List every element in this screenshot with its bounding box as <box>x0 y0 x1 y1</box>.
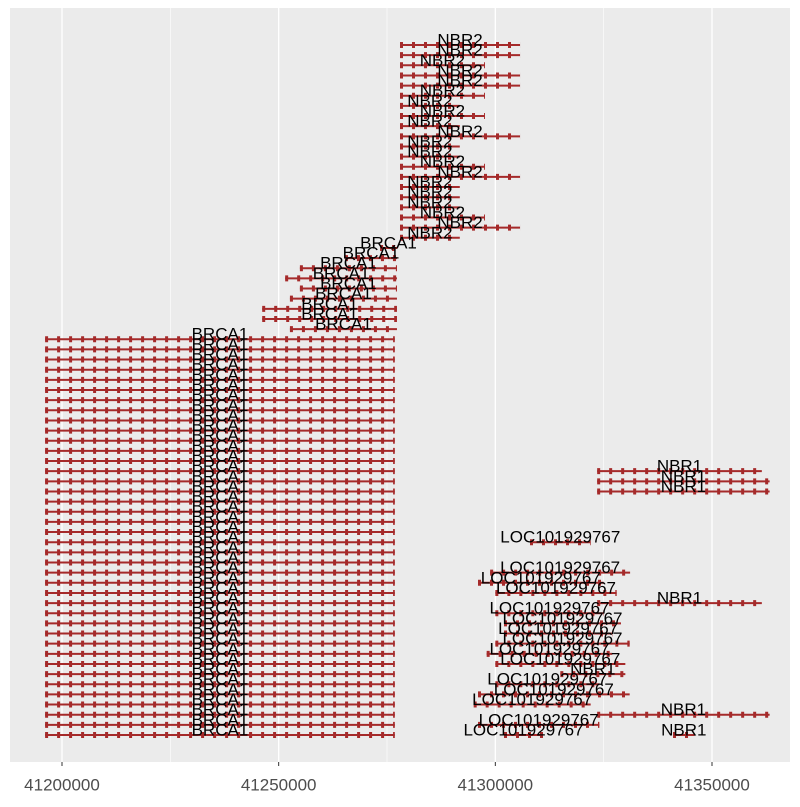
panel <box>10 8 790 762</box>
gene-label: LOC101929767 <box>463 720 583 739</box>
x-tick-label: 41350000 <box>674 775 750 794</box>
gene-label: LOC101929767 <box>500 528 620 547</box>
gene-label: BRCA1 <box>192 345 249 364</box>
gene-label: BRCA1 <box>192 538 249 557</box>
gene-label: LOC101929767 <box>496 578 616 597</box>
gene-label: NBR2 <box>407 173 452 192</box>
gene-label: BRCA1 <box>192 589 249 608</box>
gene-label: BRCA1 <box>320 254 377 273</box>
gene-label: NBR2 <box>407 183 452 202</box>
gene-label: NBR1 <box>661 477 706 496</box>
gene-label: BRCA1 <box>192 497 249 516</box>
gene-label: NBR2 <box>437 71 482 90</box>
gene-label: LOC101929767 <box>489 599 609 618</box>
gene-label: BRCA1 <box>192 528 249 547</box>
gene-label: BRCA1 <box>313 264 370 283</box>
gene-label: NBR2 <box>420 81 465 100</box>
gene-label: NBR2 <box>437 41 482 60</box>
gene-label: LOC101929767 <box>502 629 622 648</box>
gene-label: NBR1 <box>570 660 615 679</box>
gene-label: BRCA1 <box>315 284 372 303</box>
gene-label: LOC101929767 <box>481 568 601 587</box>
gene-label: BRCA1 <box>192 457 249 476</box>
x-tick-label: 41250000 <box>241 775 317 794</box>
gene-label: LOC101929767 <box>479 710 599 729</box>
gene-label: BRCA1 <box>192 335 249 354</box>
gene-label: BRCA1 <box>192 649 249 668</box>
gene-label: BRCA1 <box>360 233 417 252</box>
gene-label: BRCA1 <box>192 325 249 344</box>
x-tick-label: 41300000 <box>458 775 534 794</box>
gene-label: BRCA1 <box>192 477 249 496</box>
gene-label: NBR2 <box>407 112 452 131</box>
gene-label: BRCA1 <box>192 639 249 658</box>
x-tick-label: 41200000 <box>24 775 100 794</box>
gene-label: BRCA1 <box>192 355 249 374</box>
gene-label: NBR2 <box>420 152 465 171</box>
gene-label: NBR2 <box>437 122 482 141</box>
gene-label: NBR1 <box>661 720 706 739</box>
gene-label: BRCA1 <box>192 447 249 466</box>
gene-label: BRCA1 <box>192 670 249 689</box>
gene-label: BRCA1 <box>301 294 358 313</box>
gene-label: BRCA1 <box>192 690 249 709</box>
gene-label: BRCA1 <box>192 467 249 486</box>
gene-label: BRCA1 <box>192 386 249 405</box>
gene-label: LOC101929767 <box>502 609 622 628</box>
gene-label: BRCA1 <box>192 365 249 384</box>
gene-label: BRCA1 <box>192 406 249 425</box>
gene-label: BRCA1 <box>192 487 249 506</box>
gene-label: BRCA1 <box>343 244 400 263</box>
gene-label: BRCA1 <box>301 304 358 323</box>
gene-label: NBR1 <box>657 457 702 476</box>
gene-label: NBR2 <box>407 91 452 110</box>
gene-label: NBR2 <box>437 213 482 232</box>
gene-label: BRCA1 <box>192 720 249 739</box>
gene-label: NBR2 <box>407 142 452 161</box>
gene-label: NBR2 <box>407 193 452 212</box>
gene-label: BRCA1 <box>192 507 249 526</box>
gene-label: NBR2 <box>420 203 465 222</box>
gene-label: BRCA1 <box>192 568 249 587</box>
gene-label: LOC101929767 <box>500 649 620 668</box>
gene-label: LOC101929767 <box>494 680 614 699</box>
gene-label: LOC101929767 <box>500 558 620 577</box>
gene-label: BRCA1 <box>192 609 249 628</box>
gene-label: BRCA1 <box>192 599 249 618</box>
gene-label: LOC101929767 <box>498 619 618 638</box>
gene-label: NBR2 <box>420 102 465 121</box>
gene-label: LOC101929767 <box>489 639 609 658</box>
gene-label: BRCA1 <box>192 558 249 577</box>
gene-label: BRCA1 <box>192 619 249 638</box>
gene-label: LOC101929767 <box>487 670 607 689</box>
gene-label: BRCA1 <box>192 700 249 719</box>
gene-label: BRCA1 <box>192 436 249 455</box>
gene-label: BRCA1 <box>192 548 249 567</box>
gene-label: BRCA1 <box>192 578 249 597</box>
gene-label: BRCA1 <box>192 396 249 415</box>
gene-label: BRCA1 <box>192 416 249 435</box>
gene-label: BRCA1 <box>192 660 249 679</box>
gene-label: NBR1 <box>661 467 706 486</box>
gene-label: BRCA1 <box>320 274 377 293</box>
gene-label: NBR2 <box>437 61 482 80</box>
gene-label: BRCA1 <box>192 375 249 394</box>
gene-label: BRCA1 <box>192 518 249 537</box>
gene-label: LOC101929767 <box>472 690 592 709</box>
gene-label: BRCA1 <box>192 710 249 729</box>
gene-label: NBR1 <box>661 700 706 719</box>
gene-label: BRCA1 <box>315 315 372 334</box>
gene-label: NBR2 <box>407 132 452 151</box>
gene-label: BRCA1 <box>192 629 249 648</box>
gene-label: NBR2 <box>407 223 452 242</box>
gene-label: NBR2 <box>437 30 482 49</box>
gene-label: NBR2 <box>420 51 465 70</box>
gene-label: BRCA1 <box>192 426 249 445</box>
gene-label: BRCA1 <box>192 680 249 699</box>
gene-label: NBR1 <box>657 589 702 608</box>
gene-label: NBR2 <box>437 162 482 181</box>
